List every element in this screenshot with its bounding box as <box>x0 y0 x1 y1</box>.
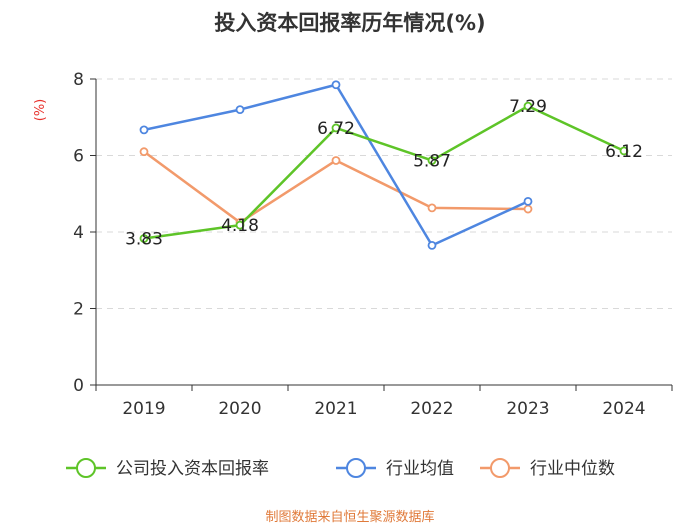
source-note: 制图数据来自恒生聚源数据库 <box>265 509 434 525</box>
series-lines <box>139 80 629 250</box>
data-label-2024: 6.12 <box>605 142 643 162</box>
data-point-1-2019 <box>139 125 149 135</box>
data-point-0-2020 <box>235 220 245 230</box>
axes: 0 2 4 6 8 2019 2020 2021 2022 2023 2024 <box>73 70 673 419</box>
legend-item-0: 公司投入资本回报率 <box>66 458 269 479</box>
legend-label-0: 公司投入资本回报率 <box>116 459 269 479</box>
data-point-1-2020 <box>235 105 245 114</box>
series-line-1 <box>143 83 529 247</box>
data-point-0-2024 <box>619 146 629 156</box>
data-label-2019: 3.83 <box>125 230 163 250</box>
y-axis-unit-label: (%) <box>33 99 48 122</box>
x-tick-label-2021: 2021 <box>314 399 357 419</box>
data-point-0-2022 <box>427 156 437 165</box>
data-point-1-2021 <box>331 80 341 90</box>
data-label-2022: 5.87 <box>413 151 451 171</box>
chart-title: 投入资本回报率历年情况(%) <box>214 11 485 35</box>
legend-marker-0 <box>76 458 96 478</box>
data-point-1-2023 <box>523 196 533 206</box>
y-tick-label-2: 2 <box>73 300 84 320</box>
x-tick-label-2020: 2020 <box>218 399 261 419</box>
data-point-2-2023 <box>523 204 533 214</box>
legend-item-2: 行业中位数 <box>480 458 615 479</box>
y-tick-label-4: 4 <box>73 223 84 243</box>
series-1 <box>139 80 533 250</box>
legend-marker-2 <box>490 458 510 478</box>
x-tick-label-2023: 2023 <box>506 399 549 419</box>
legend-item-1: 行业均值 <box>336 458 454 479</box>
legend-label-1: 行业均值 <box>386 459 454 479</box>
data-point-0-2019 <box>139 234 149 243</box>
y-tick-label-6: 6 <box>73 147 84 167</box>
x-tick-label-2019: 2019 <box>122 399 165 419</box>
legend: 公司投入资本回报率 行业均值 行业中位数 <box>66 458 615 479</box>
data-label-2021: 6.72 <box>317 119 355 139</box>
x-tick-label-2022: 2022 <box>410 399 453 419</box>
data-point-0-2023 <box>523 101 533 111</box>
data-point-1-2022 <box>427 240 437 250</box>
data-point-2-2019 <box>139 147 149 157</box>
data-point-0-2021 <box>331 123 341 133</box>
y-tick-label-0: 0 <box>73 376 84 396</box>
x-tick-label-2024: 2024 <box>602 399 645 419</box>
series-0 <box>139 101 629 243</box>
y-tick-label-8: 8 <box>73 70 84 90</box>
legend-label-2: 行业中位数 <box>530 459 615 479</box>
series-2 <box>139 147 533 227</box>
series-line-0 <box>143 104 625 240</box>
legend-marker-1 <box>346 458 366 478</box>
data-label-2020: 4.18 <box>221 216 259 236</box>
data-label-2023: 7.29 <box>509 97 547 117</box>
data-point-2-2021 <box>331 156 341 165</box>
gridlines <box>96 78 672 309</box>
data-labels: 3.83 4.18 6.72 5.87 7.29 6.12 <box>125 97 643 249</box>
data-point-2-2022 <box>427 203 437 213</box>
